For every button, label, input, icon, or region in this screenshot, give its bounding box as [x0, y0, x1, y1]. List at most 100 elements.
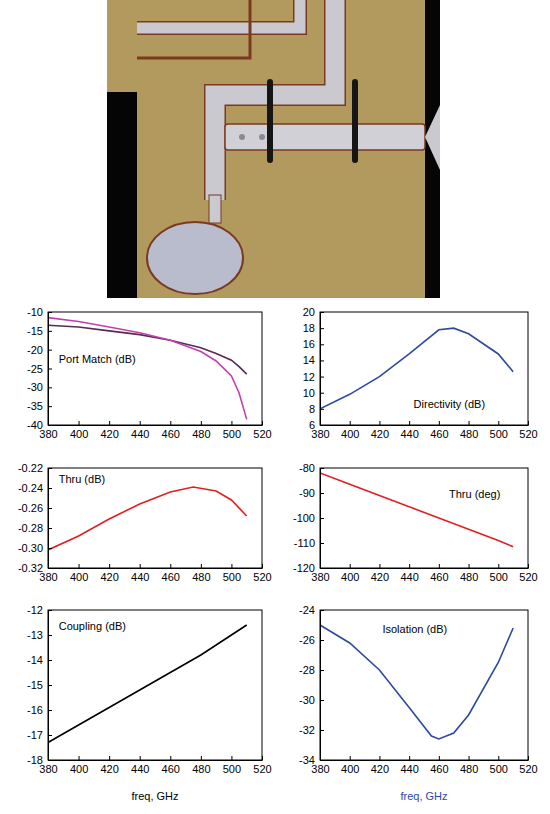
panel-title: Isolation (dB) [382, 623, 447, 635]
x-tick-label: 420 [100, 763, 118, 775]
y-tick: -0.22 [18, 462, 52, 474]
y-tick: -32 [299, 724, 324, 736]
x-axis: 380400420440460480500520 [39, 421, 271, 440]
x-tick-mark [201, 756, 202, 760]
y-tick-mark [320, 730, 324, 731]
y-axis: -40-35-30-25-20-15-10 [27, 306, 52, 431]
y-tick-label: -0.30 [18, 542, 43, 554]
x-tick-label: 480 [460, 428, 478, 440]
x-tick: 500 [490, 421, 508, 440]
y-tick-mark [48, 735, 52, 736]
x-tick-label: 400 [70, 763, 88, 775]
x-axis: 380400420440460480500520 [39, 564, 271, 583]
x-tick: 480 [192, 564, 210, 583]
y-tick-mark [320, 700, 324, 701]
x-tick: 440 [400, 564, 418, 583]
y-tick-mark [48, 568, 52, 569]
y-tick-label: -14 [27, 654, 43, 666]
y-tick-label: -120 [293, 562, 315, 574]
y-tick-mark [48, 468, 52, 469]
x-tick-mark [262, 756, 263, 760]
y-tick-label: -32 [299, 724, 315, 736]
x-tick-label: 440 [400, 763, 418, 775]
x-tick-label: 500 [223, 428, 241, 440]
y-tick: 20 [303, 306, 324, 318]
y-tick-label: -110 [294, 537, 315, 549]
y-tick: 6 [309, 419, 324, 431]
y-tick-label: -24 [299, 604, 315, 616]
y-tick-label: 16 [303, 338, 315, 350]
x-tick-label: 400 [341, 571, 359, 583]
y-tick: -25 [27, 363, 52, 375]
y-tick: -18 [27, 754, 52, 766]
y-tick-label: -12 [27, 604, 43, 616]
y-tick-label: -80 [299, 462, 315, 474]
x-axis: 380400420440460480500520 [311, 564, 537, 583]
x-tick-mark [439, 564, 440, 568]
y-tick-mark [320, 425, 324, 426]
x-tick: 520 [253, 756, 271, 775]
x-tick-label: 520 [253, 571, 271, 583]
y-tick-label: -25 [27, 363, 43, 375]
y-tick-label: -26 [299, 634, 315, 646]
x-tick-label: 500 [490, 763, 508, 775]
plot-frame [320, 610, 528, 760]
x-tick-mark [79, 756, 80, 760]
x-tick: 520 [253, 421, 271, 440]
x-tick-mark [231, 564, 232, 568]
x-tick-label: 460 [162, 763, 180, 775]
y-tick: -17 [27, 729, 52, 741]
y-tick-label: -0.22 [18, 462, 43, 474]
y-tick-mark [48, 425, 52, 426]
y-tick: -10 [27, 306, 52, 318]
x-tick: 420 [371, 756, 389, 775]
y-tick: -26 [299, 634, 324, 646]
x-tick-mark [379, 564, 380, 568]
x-tick-mark [350, 564, 351, 568]
y-tick-label: -35 [27, 400, 43, 412]
x-tick-label: 500 [490, 571, 508, 583]
y-tick-label: -15 [27, 679, 43, 691]
y-tick-label: -16 [27, 704, 43, 716]
y-tick: 18 [303, 322, 324, 334]
y-tick-label: -17 [27, 729, 43, 741]
y-tick-mark [320, 393, 324, 394]
x-tick: 480 [460, 421, 478, 440]
x-tick: 420 [100, 421, 118, 440]
x-tick-mark [498, 421, 499, 425]
x-tick: 440 [131, 421, 149, 440]
y-axis-line [320, 313, 321, 426]
photo-background [107, 0, 440, 298]
y-tick: -120 [293, 562, 324, 574]
plot-area [48, 625, 247, 743]
y-tick: -15 [27, 679, 52, 691]
y-tick-label: 14 [303, 354, 315, 366]
panel-title: Coupling (dB) [59, 620, 126, 632]
plot-area [320, 625, 513, 739]
y-tick-label: -30 [27, 381, 43, 393]
x-tick-mark [170, 756, 171, 760]
x-axis-line [321, 760, 529, 761]
y-tick-mark [48, 710, 52, 711]
y-tick-label: -0.28 [18, 522, 43, 534]
y-tick: -30 [27, 381, 52, 393]
x-tick: 400 [70, 756, 88, 775]
terminal-pad [147, 222, 243, 294]
plot-area [48, 318, 247, 420]
x-tick: 460 [162, 421, 180, 440]
x-tick-mark [439, 756, 440, 760]
y-tick-mark [48, 548, 52, 549]
y-tick-label: -0.32 [18, 562, 43, 574]
y-axis: -0.32-0.30-0.28-0.26-0.24-0.22 [18, 462, 52, 574]
panel: 380400420440460480500520-0.32 -0.30 -0.28 -… [18, 462, 272, 583]
y-tick-mark [48, 660, 52, 661]
x-tick-label: 500 [490, 428, 508, 440]
y-tick-mark [320, 760, 324, 761]
y-axis: -120-110-100-90-80 [293, 462, 324, 574]
x-tick-mark [469, 756, 470, 760]
x-tick: 520 [519, 421, 537, 440]
x-tick-label: 400 [341, 763, 359, 775]
x-tick: 420 [100, 564, 118, 583]
y-tick-mark [320, 468, 324, 469]
substrate-edge [107, 92, 137, 298]
